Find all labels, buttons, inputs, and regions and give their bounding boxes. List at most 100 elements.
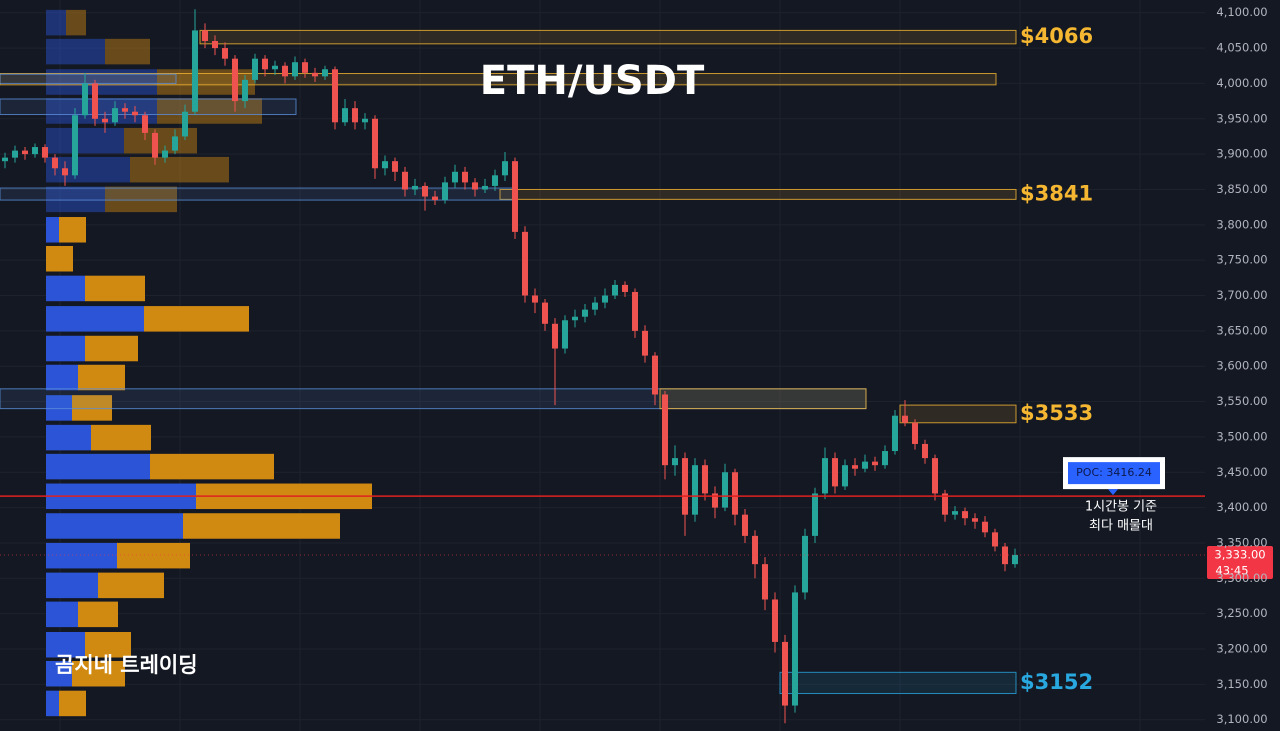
zone-label: $3533 xyxy=(1020,401,1093,425)
y-tick-label: 3,950.00 xyxy=(1216,111,1267,125)
candle-body xyxy=(372,118,378,169)
candle-body xyxy=(602,295,608,303)
candle-body xyxy=(662,394,668,466)
candle-body xyxy=(42,147,48,158)
profile-sell xyxy=(59,217,86,243)
candle-body xyxy=(572,316,578,321)
candle-body xyxy=(192,30,198,112)
candle-body xyxy=(242,79,248,102)
candle-body xyxy=(742,514,748,536)
profile-sell xyxy=(130,156,229,183)
candle-body xyxy=(502,161,508,176)
profile-buy xyxy=(46,186,105,213)
candle-body xyxy=(612,284,618,296)
candle-body xyxy=(282,65,288,77)
candle-body xyxy=(512,161,518,232)
y-tick-label: 3,700.00 xyxy=(1216,288,1267,302)
candle-body xyxy=(472,182,478,190)
candle-body xyxy=(592,302,598,310)
profile-buy xyxy=(46,631,85,658)
candle-body xyxy=(392,161,398,172)
candle-body xyxy=(432,196,438,201)
profile-buy xyxy=(46,306,144,332)
profile-sell xyxy=(59,690,86,717)
zone-label: $3841 xyxy=(1020,181,1093,205)
candle-body xyxy=(912,422,918,444)
candle-body xyxy=(312,72,318,77)
candle-body xyxy=(932,458,938,494)
candle-body xyxy=(882,451,888,466)
candle-body xyxy=(362,118,368,123)
candle-body xyxy=(12,150,18,158)
y-tick-label: 3,450.00 xyxy=(1216,465,1267,479)
zone xyxy=(779,671,1017,695)
y-tick-label: 3,300.00 xyxy=(1216,571,1267,585)
profile-sell xyxy=(105,38,150,65)
profile-buy xyxy=(46,513,183,539)
candle-body xyxy=(182,111,188,137)
profile-buy xyxy=(46,38,105,65)
poc-box xyxy=(1068,462,1160,485)
candle-body xyxy=(732,472,738,515)
y-tick-label: 3,900.00 xyxy=(1216,147,1267,161)
zone xyxy=(659,388,867,410)
candle-body xyxy=(92,83,98,119)
zone xyxy=(0,98,297,116)
profile-buy xyxy=(46,424,91,451)
profile-sell xyxy=(183,513,340,539)
candle-body xyxy=(292,62,298,77)
chart-title: ETH/USDT xyxy=(480,58,705,104)
candle-body xyxy=(772,599,778,642)
y-tick-label: 4,000.00 xyxy=(1216,76,1267,90)
candle-body xyxy=(922,443,928,459)
profile-sell xyxy=(150,453,274,480)
y-tick-label: 3,850.00 xyxy=(1216,182,1267,196)
profile-sell xyxy=(78,364,125,391)
profile-buy xyxy=(46,9,66,36)
candle-body xyxy=(892,415,898,452)
candle-body xyxy=(622,284,628,292)
profile-sell xyxy=(85,335,138,362)
candle-body xyxy=(842,465,848,487)
profile-buy xyxy=(46,335,85,362)
candle-body xyxy=(852,465,858,469)
profile-buy xyxy=(46,690,59,717)
profile-buy xyxy=(46,98,157,124)
candle-body xyxy=(492,175,498,186)
candle-body xyxy=(322,69,328,77)
candle-body xyxy=(442,182,448,201)
profile-buy xyxy=(46,660,72,687)
zone xyxy=(0,73,177,84)
profile-sell xyxy=(66,9,86,36)
profile-buy xyxy=(46,217,59,243)
zone xyxy=(199,29,1017,45)
candle-body xyxy=(952,511,958,515)
candle-body xyxy=(352,108,358,123)
candle-body xyxy=(832,458,838,487)
candle-body xyxy=(802,535,808,593)
candle-body xyxy=(822,458,828,494)
profile-sell xyxy=(105,186,177,213)
y-tick-label: 3,600.00 xyxy=(1216,359,1267,373)
profile-sell xyxy=(46,245,73,272)
last-price-badge xyxy=(1207,545,1273,579)
y-tick-label: 3,650.00 xyxy=(1216,323,1267,337)
y-tick-label: 3,200.00 xyxy=(1216,641,1267,655)
y-tick-label: 3,100.00 xyxy=(1216,712,1267,726)
profile-buy xyxy=(46,275,85,302)
candle-body xyxy=(862,461,868,469)
y-tick-label: 3,500.00 xyxy=(1216,429,1267,443)
y-tick-label: 4,050.00 xyxy=(1216,41,1267,55)
poc-note: 1시간봉 기준 xyxy=(1085,500,1157,515)
profile-sell xyxy=(72,660,125,687)
candle-body xyxy=(782,641,788,706)
zone xyxy=(0,187,517,201)
zone xyxy=(0,73,997,86)
volume-profile xyxy=(46,9,372,717)
candle-body xyxy=(252,58,258,80)
candle-body xyxy=(132,111,138,116)
candle-body xyxy=(22,150,28,155)
candle-body xyxy=(872,461,878,466)
